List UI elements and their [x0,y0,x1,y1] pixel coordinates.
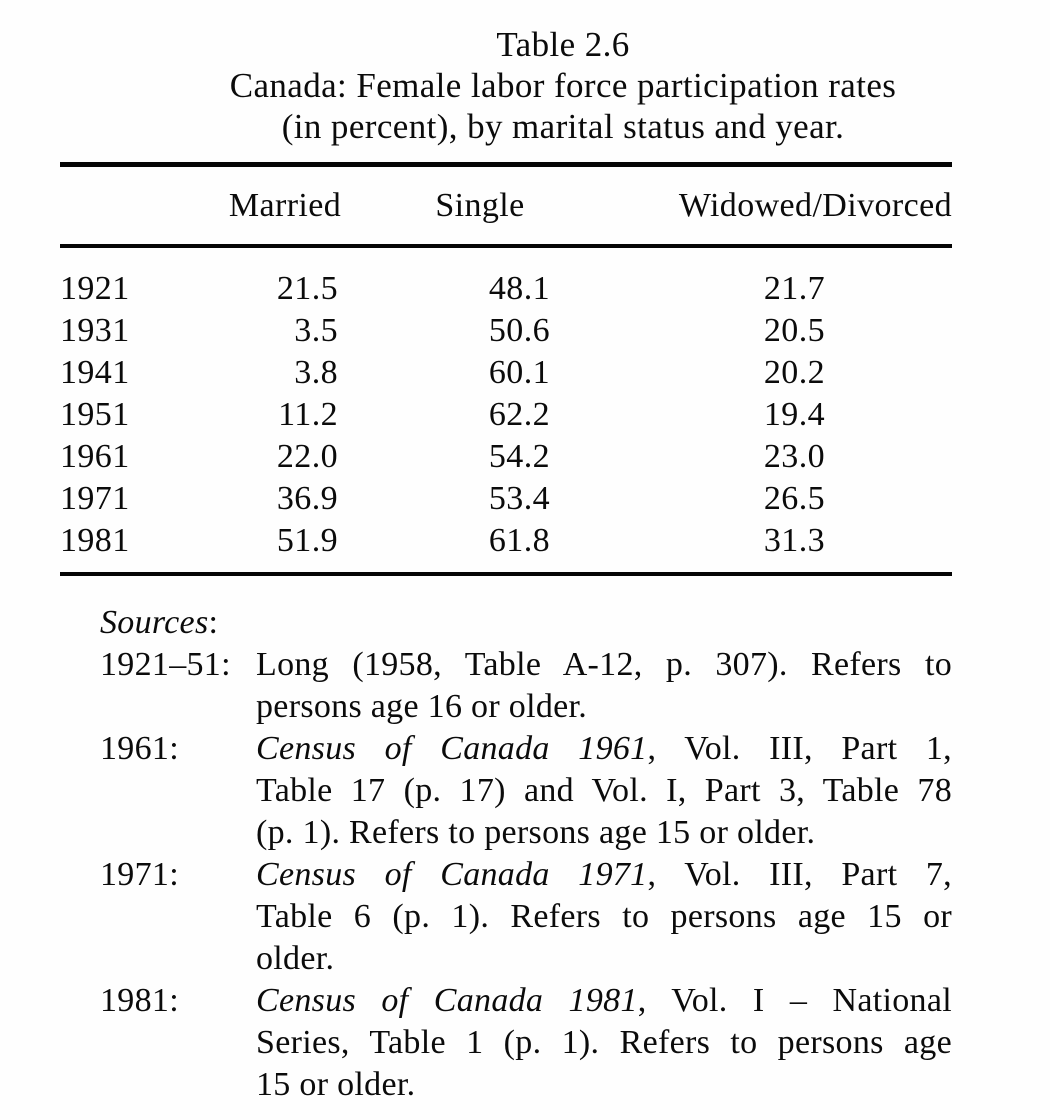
source-entry-1961: 1961: Census of Canada 1961, Vol. III, P… [100,728,952,854]
source-line: Census of Canada 1981, Vol. I – National [256,982,952,1019]
column-header-widowed-divorced: Widowed/Divorced [580,164,952,248]
table-row: 1951 11.2 62.2 19.4 [60,394,952,436]
widowed-cell: 20.2 [763,354,825,391]
table-caption: Table 2.6 Canada: Female labor force par… [0,0,1050,147]
married-cell: 3.8 [294,354,338,391]
source-line: Census of Canada 1971, Vol. III, Part 7, [256,856,952,893]
widowed-cell: 20.5 [763,312,825,349]
source-entry-text: Long (1958, Table A-12, p. 307). Refers … [256,644,952,728]
single-cell: 53.4 [488,480,550,517]
data-table: Married Single Widowed/Divorced 1921 21.… [60,162,952,576]
sources-heading-colon: : [208,604,219,641]
source-entry-label: 1961: [100,730,179,767]
source-line: Census of Canada 1961, Vol. III, Part 1, [256,730,952,767]
widowed-cell: 19.4 [763,396,825,433]
source-entry-label: 1921–51: [100,646,231,683]
table-row: 1931 3.5 50.6 20.5 [60,310,952,352]
single-cell: 62.2 [488,396,550,433]
single-cell: 48.1 [488,270,550,307]
sources-block: Sources: 1921–51: Long (1958, Table A-12… [100,602,952,1106]
single-cell: 50.6 [488,312,550,349]
source-entry-text: Census of Canada 1971, Vol. III, Part 7,… [256,854,952,980]
table-title-line1: Canada: Female labor force participation… [229,66,897,105]
year-cell: 1951 [60,396,130,433]
married-cell: 36.9 [276,480,338,517]
widowed-cell: 21.7 [763,270,825,307]
source-line: older. [256,940,335,977]
year-cell: 1971 [60,480,130,517]
married-cell: 21.5 [276,270,338,307]
table-row: 1941 3.8 60.1 20.2 [60,352,952,394]
married-cell: 22.0 [276,438,338,475]
year-cell: 1921 [60,270,130,307]
year-cell: 1981 [60,522,130,559]
married-cell: 3.5 [294,312,338,349]
source-line: Long (1958, Table A-12, p. 307). Refers … [256,646,952,683]
single-cell: 61.8 [488,522,550,559]
year-cell: 1941 [60,354,130,391]
table-row: 1981 51.9 61.8 31.3 [60,520,952,574]
column-header-year [60,164,190,248]
source-entry-1971: 1971: Census of Canada 1971, Vol. III, P… [100,854,952,980]
column-header-married: Married [190,164,380,248]
single-cell: 60.1 [488,354,550,391]
widowed-cell: 23.0 [763,438,825,475]
widowed-cell: 26.5 [763,480,825,517]
table-row: 1921 21.5 48.1 21.7 [60,246,952,310]
single-cell: 54.2 [488,438,550,475]
source-entry-1981: 1981: Census of Canada 1981, Vol. I – Na… [100,980,952,1106]
source-entry-text: Census of Canada 1961, Vol. III, Part 1,… [256,728,952,854]
source-entry-label: 1971: [100,856,179,893]
table-row: 1971 36.9 53.4 26.5 [60,478,952,520]
source-line: 15 or older. [256,1066,416,1103]
source-entry-1921-51: 1921–51: Long (1958, Table A-12, p. 307)… [100,644,952,728]
column-header-single: Single [380,164,580,248]
married-cell: 11.2 [278,396,338,433]
source-line: Table 17 (p. 17) and Vol. I, Part 3, Tab… [256,772,952,809]
sources-heading-word: Sources [100,604,209,641]
source-line: Table 6 (p. 1). Refers to persons age 15… [256,898,952,935]
source-line: Series, Table 1 (p. 1). Refers to person… [256,1024,952,1061]
year-cell: 1931 [60,312,130,349]
year-cell: 1961 [60,438,130,475]
married-cell: 51.9 [276,522,338,559]
sources-heading: Sources: [100,602,952,644]
source-line: persons age 16 or older. [256,688,588,725]
source-entry-label: 1981: [100,982,179,1019]
header-row: Married Single Widowed/Divorced [60,164,952,248]
source-line: (p. 1). Refers to persons age 15 or olde… [256,814,816,851]
widowed-cell: 31.3 [763,522,825,559]
source-entry-text: Census of Canada 1981, Vol. I – National… [256,980,952,1106]
table-title-line2: (in percent), by marital status and year… [281,107,845,146]
table-row: 1961 22.0 54.2 23.0 [60,436,952,478]
table-label: Table 2.6 [496,25,630,64]
